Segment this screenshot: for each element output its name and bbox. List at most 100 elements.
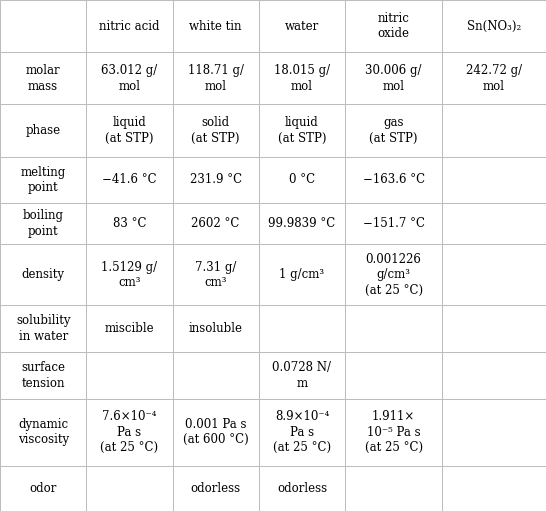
Bar [173, 52, 259, 104]
Text: 99.9839 °C: 99.9839 °C [268, 217, 336, 230]
Bar [0, 399, 86, 466]
Bar [345, 157, 442, 203]
Bar [0, 203, 86, 244]
Text: 8.9×10⁻⁴
Pa s
(at 25 °C): 8.9×10⁻⁴ Pa s (at 25 °C) [273, 410, 331, 454]
Text: 2602 °C: 2602 °C [192, 217, 240, 230]
Bar [442, 104, 546, 157]
Text: gas
(at STP): gas (at STP) [370, 117, 418, 145]
Bar [173, 157, 259, 203]
Bar [442, 352, 546, 399]
Bar [86, 352, 173, 399]
Text: 0 °C: 0 °C [289, 174, 315, 187]
Text: 231.9 °C: 231.9 °C [189, 174, 242, 187]
Text: insoluble: insoluble [189, 322, 242, 335]
Bar [259, 466, 345, 511]
Bar [173, 399, 259, 466]
Text: Sn(NO₃)₂: Sn(NO₃)₂ [467, 19, 521, 33]
Text: 242.72 g/
mol: 242.72 g/ mol [466, 64, 522, 92]
Text: solid
(at STP): solid (at STP) [192, 117, 240, 145]
Bar [442, 0, 546, 52]
Text: odorless: odorless [191, 482, 241, 495]
Bar [259, 203, 345, 244]
Bar [86, 306, 173, 352]
Bar [345, 399, 442, 466]
Text: nitric
oxide: nitric oxide [378, 12, 410, 40]
Bar [259, 352, 345, 399]
Bar [259, 306, 345, 352]
Bar [0, 52, 86, 104]
Bar [345, 352, 442, 399]
Text: boiling
point: boiling point [22, 210, 64, 238]
Text: −151.7 °C: −151.7 °C [363, 217, 425, 230]
Bar [173, 104, 259, 157]
Text: 63.012 g/
mol: 63.012 g/ mol [101, 64, 158, 92]
Text: molar
mass: molar mass [26, 64, 61, 92]
Bar [173, 466, 259, 511]
Bar [86, 244, 173, 306]
Text: 0.001 Pa s
(at 600 °C): 0.001 Pa s (at 600 °C) [183, 418, 248, 446]
Bar [259, 244, 345, 306]
Text: nitric acid: nitric acid [99, 19, 159, 33]
Bar [259, 157, 345, 203]
Text: dynamic
viscosity: dynamic viscosity [17, 418, 69, 446]
Text: liquid
(at STP): liquid (at STP) [278, 117, 326, 145]
Text: 0.0728 N/
m: 0.0728 N/ m [272, 361, 331, 389]
Bar [86, 52, 173, 104]
Text: odor: odor [29, 482, 57, 495]
Bar [259, 52, 345, 104]
Bar [0, 244, 86, 306]
Text: surface
tension: surface tension [21, 361, 65, 389]
Bar [86, 399, 173, 466]
Bar [86, 466, 173, 511]
Bar [442, 52, 546, 104]
Bar [442, 244, 546, 306]
Bar [86, 203, 173, 244]
Bar [86, 0, 173, 52]
Text: 1.5129 g/
cm³: 1.5129 g/ cm³ [102, 261, 157, 289]
Bar [259, 399, 345, 466]
Bar [0, 0, 86, 52]
Text: 118.71 g/
mol: 118.71 g/ mol [188, 64, 244, 92]
Text: 7.31 g/
cm³: 7.31 g/ cm³ [195, 261, 236, 289]
Bar [345, 244, 442, 306]
Text: −41.6 °C: −41.6 °C [102, 174, 157, 187]
Bar [0, 157, 86, 203]
Bar [442, 203, 546, 244]
Bar [259, 104, 345, 157]
Bar [86, 104, 173, 157]
Bar [345, 104, 442, 157]
Bar [442, 466, 546, 511]
Bar [0, 104, 86, 157]
Text: 7.6×10⁻⁴
Pa s
(at 25 °C): 7.6×10⁻⁴ Pa s (at 25 °C) [100, 410, 158, 454]
Text: solubility
in water: solubility in water [16, 314, 70, 343]
Bar [442, 306, 546, 352]
Bar [0, 352, 86, 399]
Bar [0, 466, 86, 511]
Bar [173, 0, 259, 52]
Text: 1 g/cm³: 1 g/cm³ [280, 268, 324, 281]
Bar [345, 306, 442, 352]
Bar [442, 399, 546, 466]
Bar [86, 157, 173, 203]
Bar [345, 466, 442, 511]
Text: 18.015 g/
mol: 18.015 g/ mol [274, 64, 330, 92]
Bar [0, 306, 86, 352]
Bar [173, 203, 259, 244]
Text: 30.006 g/
mol: 30.006 g/ mol [365, 64, 422, 92]
Text: 83 °C: 83 °C [112, 217, 146, 230]
Bar [173, 306, 259, 352]
Bar [345, 52, 442, 104]
Bar [173, 244, 259, 306]
Bar [345, 203, 442, 244]
Text: odorless: odorless [277, 482, 327, 495]
Text: melting
point: melting point [21, 166, 66, 194]
Text: 1.911×
10⁻⁵ Pa s
(at 25 °C): 1.911× 10⁻⁵ Pa s (at 25 °C) [365, 410, 423, 454]
Text: white tin: white tin [189, 19, 242, 33]
Bar [442, 157, 546, 203]
Bar [259, 0, 345, 52]
Bar [345, 0, 442, 52]
Bar [173, 352, 259, 399]
Text: −163.6 °C: −163.6 °C [363, 174, 425, 187]
Text: water: water [285, 19, 319, 33]
Text: phase: phase [26, 124, 61, 137]
